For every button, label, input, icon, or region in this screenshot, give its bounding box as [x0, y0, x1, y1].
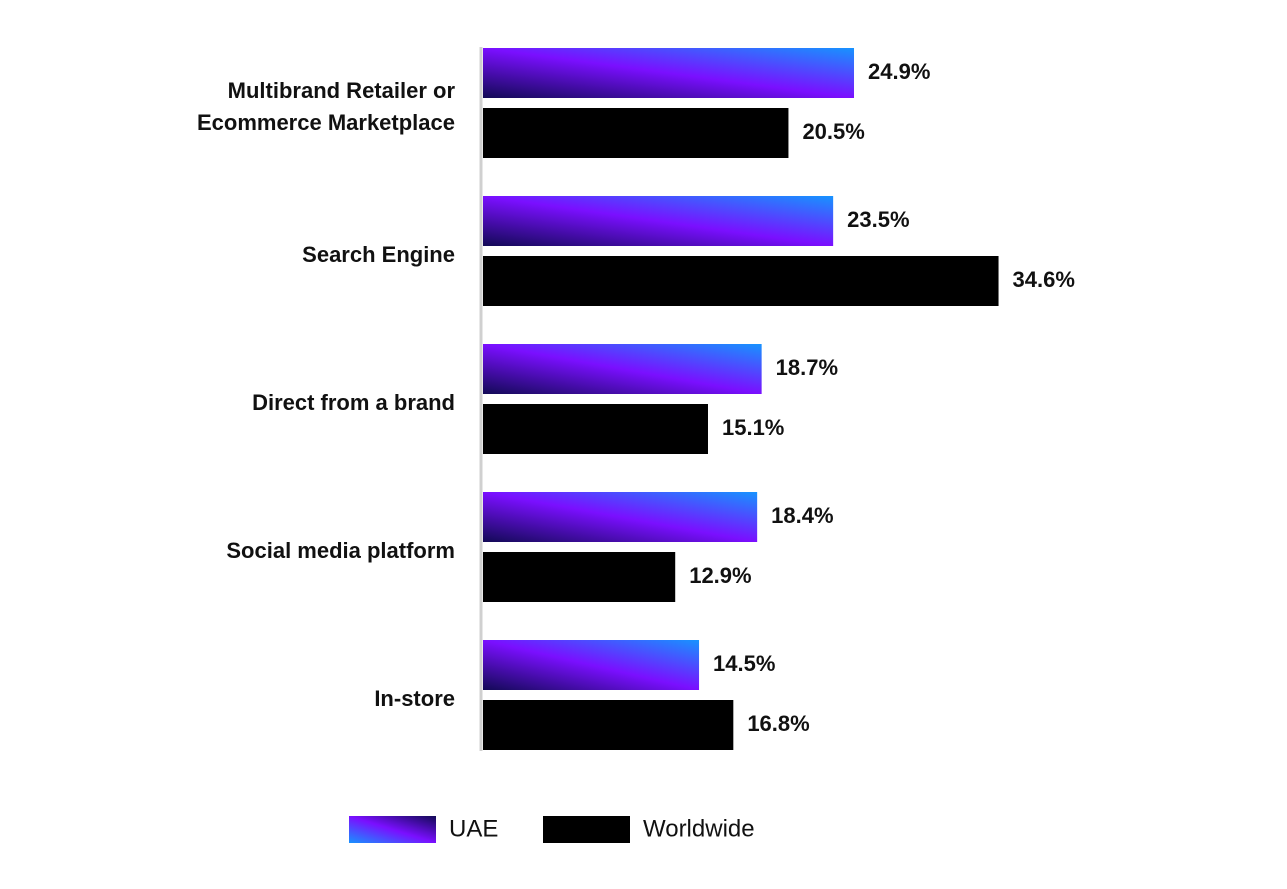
value-label: 16.8%	[747, 711, 809, 736]
category-label: Multibrand Retailer or Ecommerce Marketpl…	[197, 78, 455, 135]
value-label: 14.5%	[713, 651, 775, 676]
value-label: 34.6%	[1013, 267, 1075, 292]
bar	[483, 552, 676, 602]
bar	[483, 256, 999, 306]
category-label: In-store	[374, 686, 455, 711]
bar	[483, 492, 758, 542]
legend-swatch	[543, 816, 630, 843]
value-label: 24.9%	[868, 59, 930, 84]
legend-label: Worldwide	[643, 815, 755, 842]
bar	[483, 48, 855, 98]
value-label: 23.5%	[847, 207, 909, 232]
bar	[483, 108, 789, 158]
value-label: 18.7%	[776, 355, 838, 380]
category-label: Social media platform	[226, 538, 455, 563]
category-label: Search Engine	[302, 242, 455, 267]
value-label: 18.4%	[771, 503, 833, 528]
category-label: Direct from a brand	[252, 390, 455, 415]
value-label: 20.5%	[802, 119, 864, 144]
value-label: 15.1%	[722, 415, 784, 440]
bar	[483, 404, 708, 454]
bar	[483, 344, 762, 394]
bar	[483, 700, 734, 750]
legend-swatch	[349, 816, 436, 843]
bar	[483, 640, 700, 690]
value-label: 12.9%	[689, 563, 751, 588]
legend-label: UAE	[449, 815, 498, 842]
bar	[483, 196, 834, 246]
